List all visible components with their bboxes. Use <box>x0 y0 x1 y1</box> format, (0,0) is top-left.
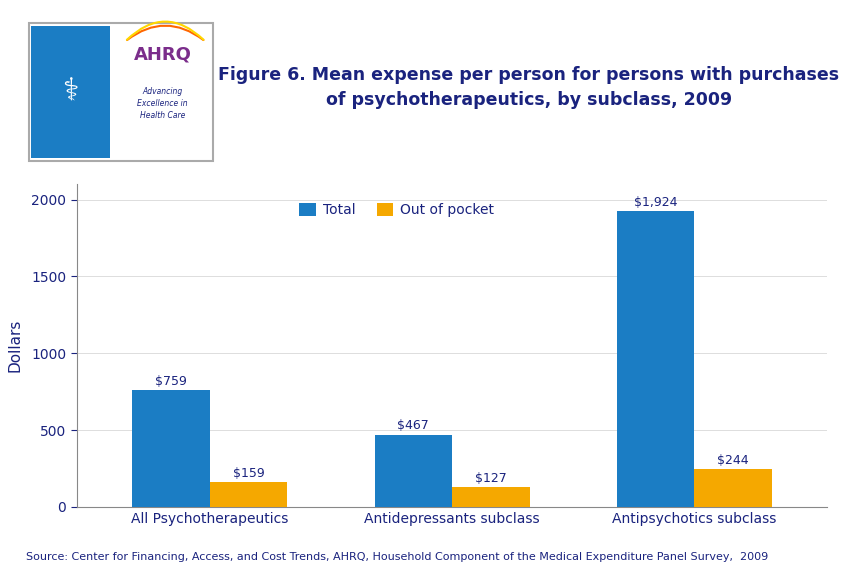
Y-axis label: Dollars: Dollars <box>8 319 23 372</box>
Text: $159: $159 <box>233 467 264 480</box>
Legend: Total, Out of pocket: Total, Out of pocket <box>294 198 499 223</box>
Text: $759: $759 <box>155 374 187 388</box>
Text: Advancing
Excellence in
Health Care: Advancing Excellence in Health Care <box>137 88 187 120</box>
Text: Figure 6. Mean expense per person for persons with purchases
of psychotherapeuti: Figure 6. Mean expense per person for pe… <box>218 66 838 109</box>
Text: Source: Center for Financing, Access, and Cost Trends, AHRQ, Household Component: Source: Center for Financing, Access, an… <box>26 552 767 562</box>
FancyBboxPatch shape <box>31 26 110 158</box>
Text: ⚕: ⚕ <box>62 78 78 107</box>
Text: $127: $127 <box>475 472 506 484</box>
Bar <box>616 211 694 507</box>
Bar <box>132 391 210 507</box>
Text: $467: $467 <box>397 419 429 433</box>
Bar <box>374 435 452 507</box>
Text: $244: $244 <box>717 454 748 467</box>
Text: $1,924: $1,924 <box>633 196 676 209</box>
FancyBboxPatch shape <box>29 23 213 161</box>
Text: AHRQ: AHRQ <box>133 46 191 64</box>
Bar <box>452 487 529 507</box>
Bar <box>694 469 771 507</box>
Bar <box>210 483 287 507</box>
